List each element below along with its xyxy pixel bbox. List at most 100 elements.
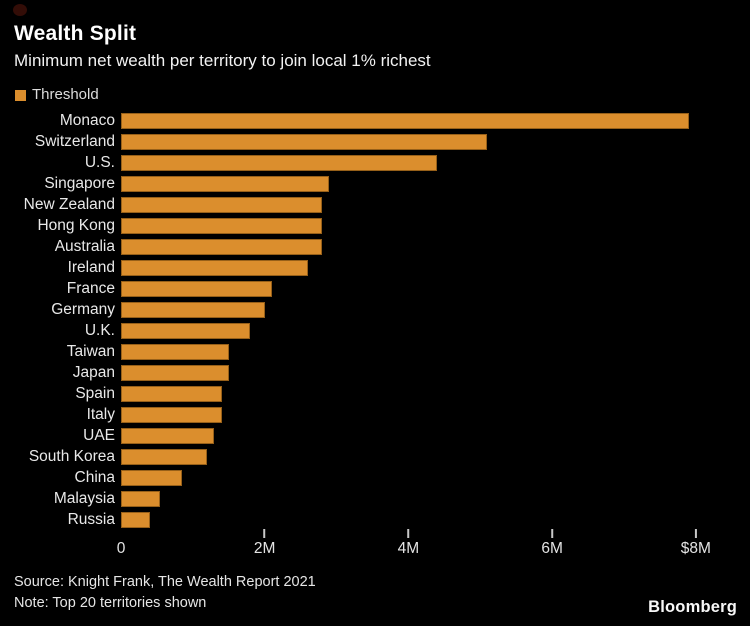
territory-label: U.S. [84, 154, 115, 171]
x-axis-tick: 4M [397, 529, 420, 557]
territory-label: China [74, 469, 116, 486]
territory-label: France [66, 280, 115, 297]
footer: Source: Knight Frank, The Wealth Report … [14, 572, 737, 616]
record-dot [13, 4, 27, 16]
territory-label: Taiwan [66, 343, 115, 360]
tick-label: 2M [253, 540, 276, 557]
bar-track [121, 448, 750, 465]
threshold-bar [121, 406, 222, 423]
bar-row: Malaysia [0, 488, 750, 509]
x-axis-tick: 6M [541, 529, 563, 557]
bar-row: France [0, 278, 750, 299]
chart-subtitle: Minimum net wealth per territory to join… [14, 51, 431, 70]
territory-label: New Zealand [23, 196, 115, 213]
threshold-bar [121, 490, 160, 507]
bar-row: Switzerland [0, 131, 750, 152]
territory-label: Switzerland [34, 133, 115, 150]
territory-label: Malaysia [53, 490, 115, 507]
tick-mark [551, 529, 554, 538]
bar-track [121, 154, 750, 171]
bar-track [121, 217, 750, 234]
threshold-bar [121, 259, 308, 276]
bar-track [121, 490, 750, 507]
threshold-bar [121, 322, 251, 339]
territory-label: Italy [86, 406, 115, 423]
threshold-bar [121, 238, 323, 255]
bloomberg-logo: Bloomberg [648, 598, 737, 616]
territory-label: Russia [67, 511, 115, 528]
bar-track [121, 385, 750, 402]
bar-row: Monaco [0, 110, 750, 131]
territory-label: Japan [72, 364, 115, 381]
bar-row: Spain [0, 383, 750, 404]
territory-label: Spain [75, 385, 115, 402]
bar-track [121, 112, 750, 129]
bar-row: Singapore [0, 173, 750, 194]
bar-track [121, 196, 750, 213]
bar-row: U.K. [0, 320, 750, 341]
x-axis-tick: $8M [681, 529, 711, 557]
bar-row: Japan [0, 362, 750, 383]
threshold-bar [121, 301, 265, 318]
tick-mark [263, 529, 266, 538]
bar-track [121, 406, 750, 423]
legend-label: Threshold [32, 86, 99, 103]
threshold-bar [121, 343, 229, 360]
bar-row: Germany [0, 299, 750, 320]
territory-label: Ireland [67, 259, 115, 276]
bar-track [121, 280, 750, 297]
territory-label: Hong Kong [37, 217, 115, 234]
tick-label: 0 [116, 540, 126, 557]
threshold-bar [121, 364, 229, 381]
legend: Threshold [15, 86, 99, 103]
bar-row: Australia [0, 236, 750, 257]
x-axis-tick: 2M [253, 529, 276, 557]
territory-label: UAE [83, 427, 115, 444]
threshold-bar [121, 448, 208, 465]
threshold-bar [121, 511, 150, 528]
threshold-bar [121, 280, 272, 297]
threshold-bar [121, 469, 183, 486]
bar-track [121, 511, 750, 528]
bar-track [121, 469, 750, 486]
bar-row: U.S. [0, 152, 750, 173]
tick-label: 4M [397, 540, 420, 557]
bar-track [121, 427, 750, 444]
source-note: Source: Knight Frank, The Wealth Report … [14, 574, 316, 590]
threshold-bar [121, 196, 323, 213]
bar-track [121, 364, 750, 381]
territory-label: South Korea [28, 448, 115, 465]
territory-label: Australia [54, 238, 115, 255]
territory-label: Monaco [59, 112, 115, 129]
bar-row: Taiwan [0, 341, 750, 362]
bar-rows: Monaco Switzerland U.S. Singapore New Ze… [0, 110, 750, 530]
threshold-bar [121, 112, 689, 129]
threshold-bar [121, 427, 215, 444]
bar-track [121, 322, 750, 339]
bar-row: Ireland [0, 257, 750, 278]
bar-row: Russia [0, 509, 750, 530]
bar-row: Hong Kong [0, 215, 750, 236]
bar-row: New Zealand [0, 194, 750, 215]
bar-row: South Korea [0, 446, 750, 467]
bar-track [121, 343, 750, 360]
chart-title: Wealth Split [14, 22, 137, 45]
threshold-bar [121, 154, 438, 171]
territory-label: Germany [51, 301, 115, 318]
bar-row: China [0, 467, 750, 488]
threshold-bar [121, 175, 330, 192]
threshold-bar [121, 385, 222, 402]
tick-label: $8M [680, 540, 711, 557]
tick-label: 6M [541, 540, 563, 557]
bar-row: Italy [0, 404, 750, 425]
x-axis-tick: 0 [117, 529, 126, 557]
x-axis: 0 2M 4M 6M $8M [117, 529, 721, 559]
bar-track [121, 133, 750, 150]
bar-row: UAE [0, 425, 750, 446]
bar-track [121, 301, 750, 318]
tick-mark [694, 529, 697, 538]
tick-mark [407, 529, 410, 538]
threshold-bar [121, 133, 488, 150]
territory-label: U.K. [84, 322, 115, 339]
